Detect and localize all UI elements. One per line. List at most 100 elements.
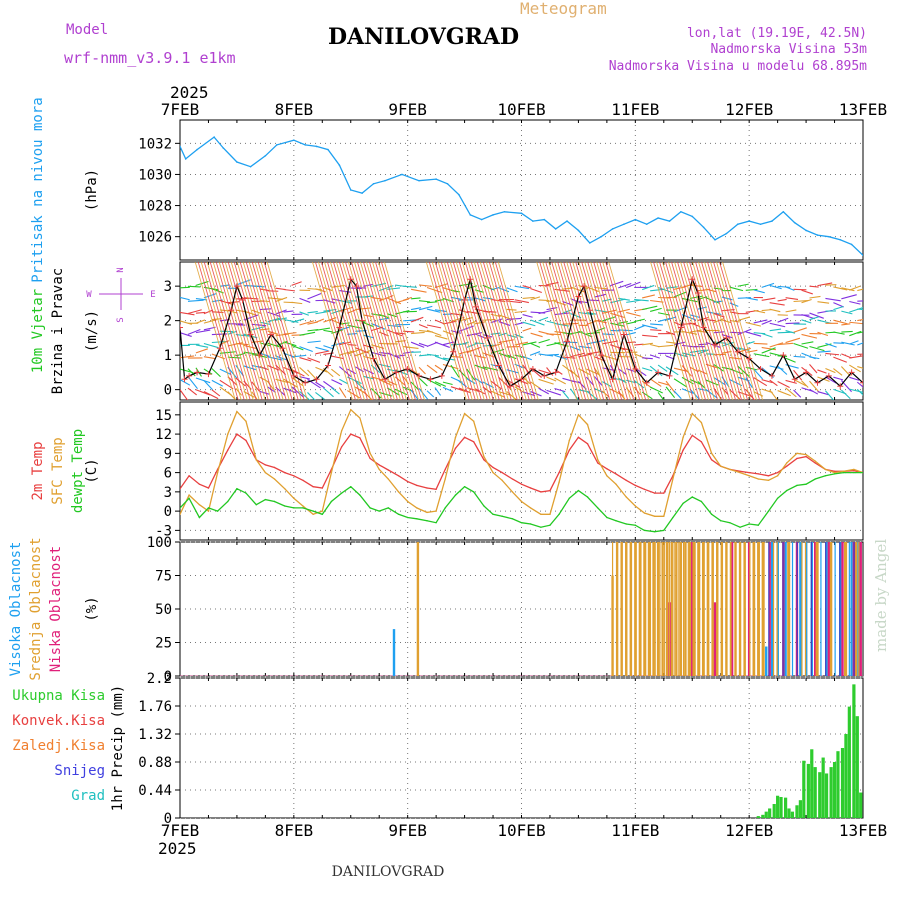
wind-hatch <box>558 262 598 400</box>
temp-point <box>711 453 712 454</box>
wind-vector <box>531 320 545 325</box>
wind-vector <box>722 310 735 311</box>
temp-point <box>322 514 323 515</box>
wind-vector <box>770 309 781 311</box>
wind-vector <box>857 389 867 399</box>
temp-point <box>692 413 693 414</box>
y-tick-label: 0.88 <box>138 755 172 771</box>
temp-point <box>445 469 446 470</box>
temp-point <box>199 504 200 505</box>
wind-hatch <box>441 262 481 400</box>
temp-point <box>720 520 721 521</box>
wind-vector <box>363 335 374 338</box>
cloud-bar <box>684 542 686 676</box>
temp-point <box>654 516 655 517</box>
wind-vector <box>196 312 205 313</box>
wind-vector <box>841 324 850 325</box>
wind-vector <box>857 342 865 345</box>
y-tick-label: 3 <box>164 485 172 501</box>
y-unit: (C) <box>84 458 100 483</box>
pressure-point <box>504 211 506 213</box>
wind-hatch <box>657 262 697 400</box>
wind-vector <box>555 389 566 392</box>
wind-hatch <box>336 262 376 400</box>
y-unit: (hPa) <box>84 169 100 211</box>
temp-point <box>814 462 815 463</box>
cloud-bar <box>652 542 654 676</box>
y-tick-label: 0.44 <box>138 783 172 799</box>
wind-vector <box>547 390 561 395</box>
wind-vector <box>754 378 767 386</box>
top-time-label: 7FEB <box>161 100 200 119</box>
temp-point <box>407 517 408 518</box>
temp-point <box>350 433 351 434</box>
wind-vector <box>331 388 339 394</box>
wind-vector <box>770 380 778 386</box>
pressure-point <box>726 233 728 235</box>
temp-point <box>796 458 797 459</box>
temp-point <box>483 459 484 460</box>
pressure-point <box>566 220 568 222</box>
temp-point <box>236 411 237 412</box>
cloud-bar <box>860 542 862 676</box>
wind-vector <box>809 346 824 350</box>
wind-vector <box>738 284 749 286</box>
wind-vector <box>204 357 215 359</box>
precip-bar <box>791 812 794 818</box>
wind-vector <box>539 339 550 342</box>
wind-vector <box>507 301 521 303</box>
y-tick-label: 1 <box>164 348 172 364</box>
wind-vector <box>196 345 208 347</box>
wind-vector <box>331 369 339 376</box>
panels: 7FEB7FEB8FEB8FEB9FEB9FEB10FEB10FEB11FEB1… <box>8 97 887 840</box>
wind-hatch <box>432 262 472 400</box>
temp-point <box>512 518 513 519</box>
altitude: Nadmorska Visina 53m <box>710 42 867 57</box>
precip-bar <box>848 707 851 818</box>
temp-point <box>748 475 749 476</box>
data-layer <box>179 136 864 256</box>
wind-vector <box>355 308 371 310</box>
wind-vector <box>555 313 571 315</box>
cloud-bar <box>850 542 852 676</box>
cloud-bar <box>675 542 677 676</box>
wind-speed-point <box>780 352 786 358</box>
wind-vector <box>419 367 425 374</box>
pressure-point <box>469 214 471 216</box>
wind-vector <box>849 322 862 323</box>
wind-vector <box>323 388 333 397</box>
pressure-point <box>276 144 278 146</box>
wind-hatch <box>261 262 301 400</box>
temp-point <box>843 471 844 472</box>
pressure-point <box>492 214 494 216</box>
y-tick-label: 50 <box>155 602 172 618</box>
wind-hatch <box>267 262 307 400</box>
precip-bar <box>836 751 839 818</box>
temp-point <box>549 525 550 526</box>
wind-hatch <box>459 262 499 400</box>
pressure-point <box>737 223 739 225</box>
temp-point <box>549 514 550 515</box>
cloud-bar <box>657 542 659 676</box>
temp-point <box>284 488 285 489</box>
wind-vector <box>746 332 761 336</box>
temp-point <box>578 490 579 491</box>
temp-point <box>473 421 474 422</box>
wind-vector <box>794 328 807 332</box>
temp-point <box>492 514 493 515</box>
wind-vector <box>220 285 230 286</box>
wind-vector <box>411 332 425 333</box>
wind-vector <box>188 286 201 287</box>
temp-point <box>398 475 399 476</box>
temp-point <box>322 510 323 511</box>
wind-vector <box>212 390 220 396</box>
wind-speed-point <box>177 325 183 331</box>
wind-vector <box>419 301 430 302</box>
wind-vector <box>666 342 676 343</box>
bottom-time-label: 12FEB <box>725 821 773 840</box>
wind-vector <box>379 318 389 319</box>
wind-vector <box>833 303 843 307</box>
temp-point <box>483 505 484 506</box>
precip-bar <box>757 816 760 818</box>
